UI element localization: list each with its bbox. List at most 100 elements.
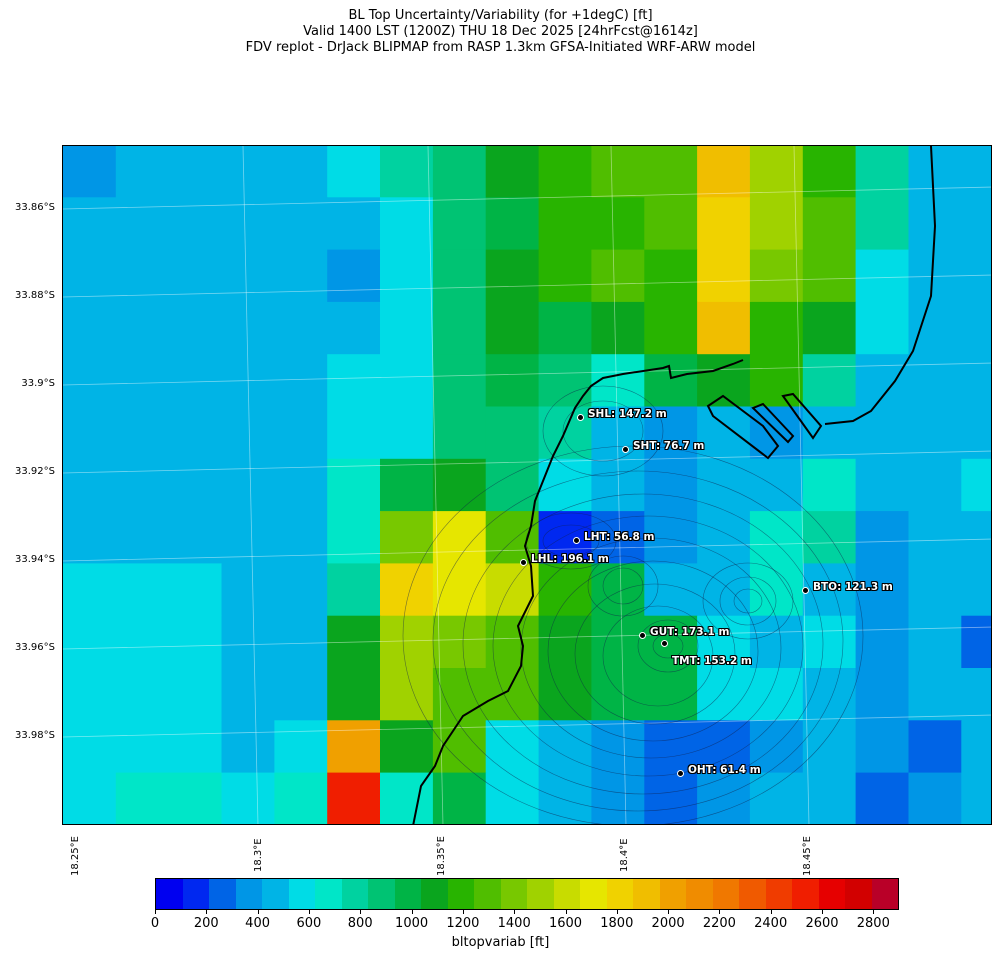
colorbar-tick-label: 600 [296,916,322,931]
station-dot-gut[interactable] [639,632,646,639]
grid-cell [168,720,223,774]
grid-cell [961,615,991,669]
colorbar-segment [262,879,289,909]
grid-cell [168,406,223,460]
grid-cell [591,772,645,824]
harbour-mole [781,392,823,440]
colorbar-segment [474,879,501,909]
grid-cell [168,197,223,251]
grid-cell [908,146,962,198]
grid-cell [63,720,117,774]
station-label-lhl[interactable]: LHL: 196.1 m [531,553,609,565]
grid-cell [221,458,275,512]
grid-cell [538,615,592,669]
grid-cell [644,406,698,460]
map-canvas[interactable] [63,146,992,825]
grid-cell [63,354,117,408]
grid-cell [327,406,381,460]
grid-cell [908,458,962,512]
colorbar-tick-label: 1200 [446,916,480,931]
grid-cell [591,406,645,460]
grid-cell [221,354,275,408]
station-label-sht[interactable]: SHT: 76.7 m [633,440,705,452]
colorbar-tick-label: 2600 [805,916,839,931]
grid-cell [749,458,804,512]
station-dot-sht[interactable] [622,446,629,453]
grid-cell [908,249,962,303]
grid-cell [697,301,751,355]
title-line-2: Valid 1400 LST (1200Z) THU 18 Dec 2025 [… [303,24,698,39]
contour-line [462,493,824,795]
station-dot-bto[interactable] [802,587,809,594]
grid-cell [697,354,751,408]
grid-cell [432,301,487,355]
grid-cell [380,615,434,669]
station-dot-lhl[interactable] [520,559,527,566]
grid-cell [380,511,434,564]
harbour-pier [751,402,795,444]
grid-cell [961,563,991,617]
colorbar-tick [873,910,875,914]
grid-cell [961,668,991,721]
grid-cell [591,301,645,355]
grid-cell [855,668,909,721]
grid-cell [961,146,991,198]
station-label-tmt[interactable]: TMT: 153.2 m [672,655,752,667]
colorbar-segment [871,879,898,909]
colorbar-segment [341,879,368,909]
grid-cell [855,458,909,512]
grid-cell [855,249,909,303]
station-label-bto[interactable]: BTO: 121.3 m [813,581,893,593]
lat-label: 33.92°S [15,466,55,477]
grid-cell [802,668,857,721]
colorbar-segment [765,879,792,909]
map-panel[interactable] [62,145,992,825]
colorbar-tick-label: 0 [150,916,160,931]
contour-line [719,576,777,626]
grid-cell [908,406,962,460]
station-dot-lht[interactable] [573,537,580,544]
grid-cell [115,772,170,824]
grid-cell [115,720,170,774]
graticule-lat-line [63,450,991,474]
colorbar-tick [462,910,464,914]
grid-cell [327,772,381,824]
colorbar-tick-label: 1800 [600,916,634,931]
grid-cell [221,301,275,355]
station-dot-tmt[interactable] [661,640,668,647]
colorbar-segment [580,879,607,909]
grid-cell [538,772,592,824]
graticule-lon-line [610,146,627,824]
grid-cell [380,668,434,721]
grid-cell [591,249,645,303]
grid-cell [274,354,328,408]
colorbar-segment [659,879,686,909]
lat-label: 33.88°S [15,290,55,301]
grid-cell [274,720,328,774]
station-label-oht[interactable]: OHT: 61.4 m [688,764,761,776]
station-label-lht[interactable]: LHT: 56.8 m [584,531,655,543]
grid-cell [485,249,540,303]
station-dot-oht[interactable] [677,770,684,777]
chart-title: BL Top Uncertainty/Variability (for +1de… [0,8,1001,56]
station-dot-shl[interactable] [577,414,584,421]
grid-cell [538,301,592,355]
grid-cell [749,563,804,617]
grid-cell [961,354,991,408]
colorbar-title: bltopvariab [ft] [451,935,550,950]
grid-cell [432,146,487,198]
grid-cell [485,301,540,355]
grid-cell [485,406,540,460]
graticule-lon-line [427,146,444,824]
lat-label: 33.98°S [15,730,55,741]
colorbar-tick-label: 2200 [702,916,736,931]
colorbar-segment [421,879,448,909]
grid-cell [644,301,698,355]
colorbar-tick [257,910,259,914]
graticule-lat-line [63,626,991,650]
grid-cell [485,615,540,669]
station-label-gut[interactable]: GUT: 173.1 m [650,626,730,638]
station-label-shl[interactable]: SHL: 147.2 m [588,408,667,420]
grid-cell [168,772,223,824]
grid-cell [115,458,170,512]
